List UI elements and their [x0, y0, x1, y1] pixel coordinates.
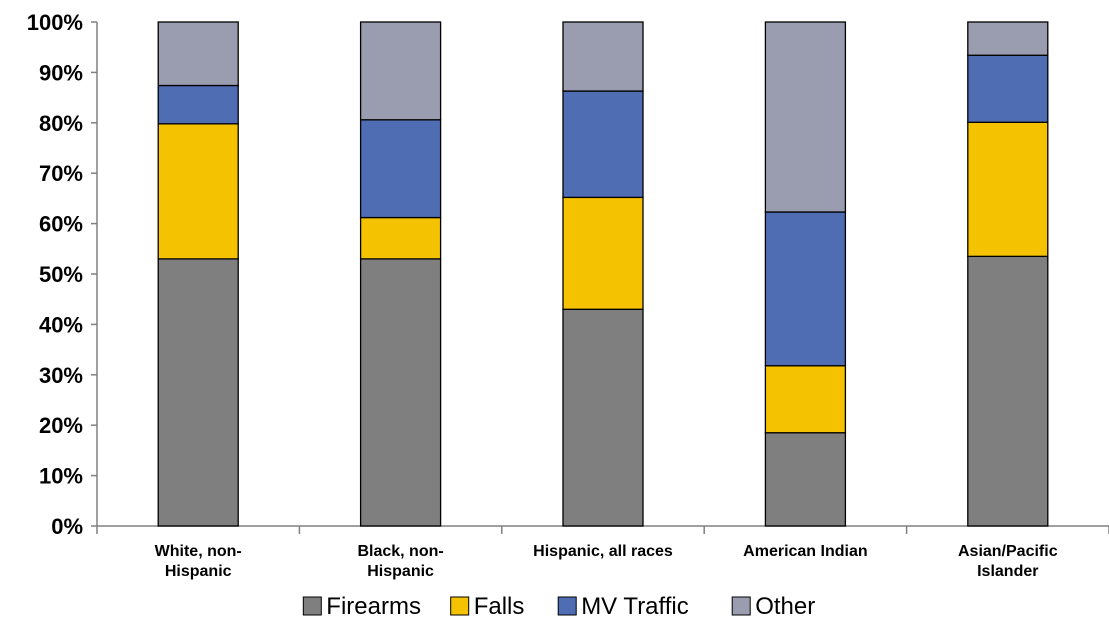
bar-segment-mv-traffic [157, 84, 239, 125]
x-tick-label: Asian/Pacific Islander [958, 543, 1058, 580]
x-tick-label: American Indian [743, 543, 867, 560]
legend-swatch [731, 596, 751, 616]
bar-segment-other [562, 21, 644, 92]
bars [157, 21, 1049, 527]
legend-label: Firearms [326, 593, 421, 620]
legend-item-falls: Falls [450, 593, 525, 620]
legend-item-other: Other [731, 593, 815, 620]
y-tick-label: 50% [39, 262, 83, 287]
bar-segment-mv-traffic [562, 90, 644, 199]
bar-segment-falls [967, 121, 1049, 258]
bar-segment-firearms [359, 258, 442, 527]
y-tick-label: 0% [51, 514, 83, 539]
legend-label: Other [755, 593, 815, 620]
legend-item-firearms: Firearms [302, 593, 421, 620]
y-tick-label: 30% [39, 363, 83, 388]
bar-segment-other [157, 21, 239, 87]
bar-segment-mv-traffic [764, 211, 847, 367]
legend-item-mv-traffic: MV Traffic [557, 593, 689, 620]
bar-segment-falls [359, 216, 442, 260]
legend-swatch [302, 596, 322, 616]
x-axis [96, 525, 1109, 534]
bar-segment-firearms [562, 308, 644, 527]
legend: Firearms Falls MV Traffic Other [302, 593, 815, 620]
bar-segment-falls [157, 123, 239, 260]
legend-swatch [450, 596, 470, 616]
y-tick-label: 100% [27, 10, 83, 35]
legend-label: MV Traffic [581, 593, 689, 620]
bar-segment-mv-traffic [359, 119, 442, 219]
y-tick-label: 80% [39, 111, 83, 136]
bar-segment-mv-traffic [967, 54, 1049, 123]
bar-segment-falls [764, 365, 847, 434]
y-tick-label: 90% [39, 60, 83, 85]
y-tick-label: 40% [39, 312, 83, 337]
bar-segment-firearms [764, 432, 847, 527]
legend-label: Falls [474, 593, 525, 620]
y-tick-label: 10% [39, 464, 83, 489]
bar-segment-other [967, 21, 1049, 56]
bar-segment-firearms [157, 258, 239, 527]
bar-segment-falls [562, 196, 644, 310]
x-tick-label: White, non-Hispanic [155, 543, 242, 580]
y-tick-label: 20% [39, 413, 83, 438]
legend-swatch [557, 596, 577, 616]
bar-segment-firearms [967, 255, 1049, 527]
x-tick-label: Hispanic, all races [533, 543, 673, 560]
bar-segment-other [764, 21, 847, 213]
y-axis: 0% 10% 20% 30% 40% 50% 60% 70% 80% 90% 100% [27, 10, 98, 539]
y-tick-label: 60% [39, 212, 83, 237]
y-tick-label: 70% [39, 161, 83, 186]
x-tick-labels: White, non-Hispanic Black, non-Hispanic Hi… [155, 543, 1058, 580]
x-tick-label: Black, non-Hispanic [357, 543, 443, 580]
bar-segment-other [359, 21, 442, 121]
